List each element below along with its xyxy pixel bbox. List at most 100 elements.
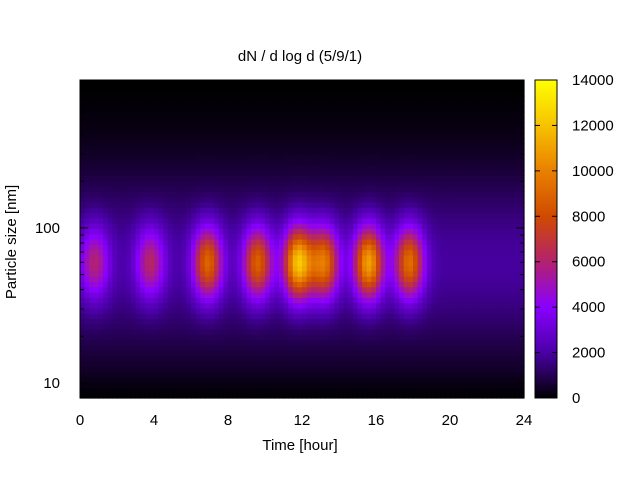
heatmap-cell xyxy=(320,254,326,261)
heatmap-cell xyxy=(413,159,419,166)
heatmap-cell xyxy=(394,382,400,388)
heatmap-cell xyxy=(126,313,132,320)
heatmap-cell xyxy=(357,85,363,92)
heatmap-cell xyxy=(265,297,271,304)
heatmap-cell xyxy=(140,159,146,166)
heatmap-cell xyxy=(163,201,169,208)
heatmap-cell xyxy=(440,186,446,192)
heatmap-cell xyxy=(334,297,340,304)
heatmap-cell xyxy=(325,307,331,314)
heatmap-cell xyxy=(436,318,442,325)
heatmap-cell xyxy=(223,148,229,155)
heatmap-cell xyxy=(274,111,280,118)
heatmap-cell xyxy=(399,95,405,102)
heatmap-cell xyxy=(306,106,312,113)
heatmap-cell xyxy=(265,339,271,346)
heatmap-cell xyxy=(149,154,155,161)
heatmap-cell xyxy=(130,111,137,118)
heatmap-cell xyxy=(436,228,442,235)
heatmap-cell xyxy=(454,307,460,314)
heatmap-cell xyxy=(348,366,354,373)
heatmap-cell xyxy=(380,159,386,166)
heatmap-cell xyxy=(260,127,266,134)
heatmap-cell xyxy=(274,313,280,320)
heatmap-cell xyxy=(218,233,224,240)
heatmap-cell xyxy=(80,122,86,129)
heatmap-cell xyxy=(103,345,109,351)
heatmap-cell xyxy=(352,366,359,373)
heatmap-cell xyxy=(315,223,322,229)
heatmap-cell xyxy=(440,196,446,203)
heatmap-cell xyxy=(306,217,312,224)
heatmap-cell xyxy=(140,366,146,373)
heatmap-cell xyxy=(200,143,206,150)
heatmap-cell xyxy=(163,186,169,192)
heatmap-cell xyxy=(117,101,123,108)
heatmap-cell xyxy=(366,360,372,367)
heatmap-cell xyxy=(195,307,201,314)
heatmap-cell xyxy=(357,148,363,155)
heatmap-cell xyxy=(172,329,178,335)
heatmap-cell xyxy=(385,212,391,219)
heatmap-cell xyxy=(302,350,308,357)
heatmap-cell xyxy=(292,180,298,187)
heatmap-cell xyxy=(302,133,308,139)
heatmap-cell xyxy=(408,276,414,282)
heatmap-cell xyxy=(343,223,349,229)
heatmap-cell xyxy=(107,85,113,92)
heatmap-cell xyxy=(339,143,345,150)
heatmap-cell xyxy=(172,217,178,224)
heatmap-cell xyxy=(450,95,456,102)
heatmap-cell xyxy=(417,265,423,272)
heatmap-cell xyxy=(389,392,396,399)
heatmap-cell xyxy=(228,350,234,357)
heatmap-cell xyxy=(191,329,197,335)
heatmap-cell xyxy=(140,95,146,102)
heatmap-cell xyxy=(209,191,215,198)
heatmap-cell xyxy=(265,106,271,113)
heatmap-cell xyxy=(426,207,433,214)
heatmap-cell xyxy=(241,265,248,272)
heatmap-cell xyxy=(107,239,113,245)
heatmap-cell xyxy=(329,127,335,134)
heatmap-cell xyxy=(218,122,224,129)
heatmap-cell xyxy=(204,387,211,394)
heatmap-cell xyxy=(135,355,141,362)
heatmap-cell xyxy=(186,212,192,219)
heatmap-cell xyxy=(325,244,331,251)
heatmap-cell xyxy=(440,223,446,229)
heatmap-cell xyxy=(167,355,174,362)
heatmap-cell xyxy=(103,233,109,240)
heatmap-cell xyxy=(112,122,118,129)
heatmap-cell xyxy=(158,387,164,394)
heatmap-cell xyxy=(376,143,382,150)
heatmap-cell xyxy=(357,366,363,373)
heatmap-cell xyxy=(450,138,456,145)
heatmap-cell xyxy=(223,175,229,182)
heatmap-cell xyxy=(181,376,187,383)
heatmap-cell xyxy=(200,217,206,224)
heatmap-cell xyxy=(343,276,349,282)
heatmap-cell xyxy=(445,175,451,182)
heatmap-cell xyxy=(445,217,451,224)
heatmap-cell xyxy=(311,133,317,139)
heatmap-cell xyxy=(103,175,109,182)
heatmap-cell xyxy=(186,85,192,92)
heatmap-cell xyxy=(445,355,451,362)
heatmap-cell xyxy=(315,334,322,341)
heatmap-cell xyxy=(195,106,201,113)
heatmap-cell xyxy=(366,334,372,341)
heatmap-cell xyxy=(223,318,229,325)
heatmap-cell xyxy=(334,366,340,373)
heatmap-cell xyxy=(283,254,289,261)
heatmap-cell xyxy=(352,313,359,320)
heatmap-cell xyxy=(343,382,349,388)
heatmap-cell xyxy=(339,254,345,261)
heatmap-cell xyxy=(413,281,419,288)
heatmap-cell xyxy=(232,90,238,97)
heatmap-cell xyxy=(135,223,141,229)
heatmap-cell xyxy=(431,318,437,325)
heatmap-cell xyxy=(98,376,104,383)
heatmap-cell xyxy=(191,345,197,351)
